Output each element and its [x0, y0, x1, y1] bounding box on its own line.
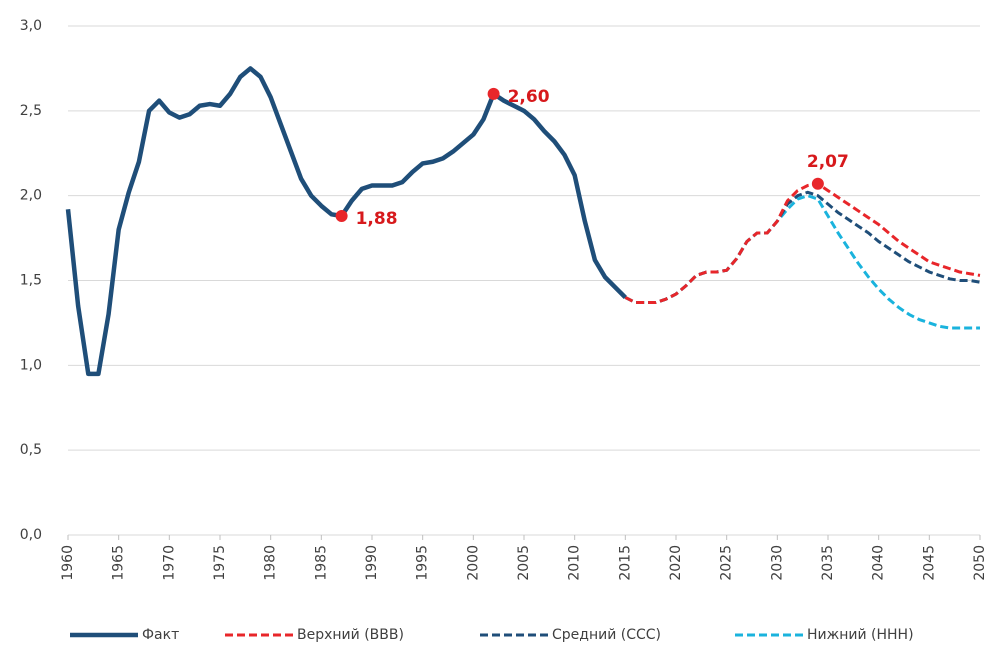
legend-label: Средний (ССС)	[552, 627, 661, 643]
legend-label: Факт	[142, 627, 179, 643]
annotation-label: 1,88	[356, 209, 398, 229]
series-line	[624, 182, 981, 305]
x-tick-label: 1965	[111, 545, 127, 581]
y-tick-label: 2,5	[20, 103, 42, 119]
x-tick-label: 1975	[212, 545, 228, 581]
x-tick-label: 1960	[60, 545, 76, 581]
x-tick-label: 1990	[364, 545, 380, 581]
x-tick-label: 2030	[769, 545, 785, 581]
x-tick-label: 2010	[567, 545, 583, 581]
y-tick-label: 1,5	[20, 273, 42, 289]
y-tick-label: 0,5	[20, 442, 42, 458]
x-tick-label: 2020	[668, 545, 684, 581]
y-tick-label: 2,0	[20, 188, 42, 204]
annotation-point	[487, 87, 500, 100]
x-tick-label: 1980	[263, 545, 279, 581]
series-line	[65, 66, 627, 377]
x-tick-label: 2035	[820, 545, 836, 581]
x-tick-label: 2000	[465, 545, 481, 581]
x-tick-label: 1995	[415, 545, 431, 581]
x-tick-label: 1970	[161, 545, 177, 581]
x-tick-label: 2015	[617, 545, 633, 581]
y-tick-label: 0,0	[20, 527, 42, 543]
x-tick-label: 2045	[921, 545, 937, 581]
annotation-point	[335, 210, 348, 223]
x-tick-label: 2005	[516, 545, 532, 581]
x-tick-label: 2040	[871, 545, 887, 581]
annotation-point	[811, 177, 824, 190]
annotation-label: 2,60	[508, 87, 550, 107]
series-line	[624, 190, 981, 305]
legend-label: Верхний (ВВВ)	[297, 627, 404, 643]
y-tick-label: 1,0	[20, 357, 42, 373]
x-tick-label: 2050	[972, 545, 985, 581]
annotation-label: 2,07	[807, 152, 849, 172]
y-tick-label: 3,0	[20, 18, 42, 34]
x-tick-label: 1985	[313, 545, 329, 581]
x-tick-label: 2025	[719, 545, 735, 581]
legend-label: Нижний (ННН)	[807, 627, 914, 643]
